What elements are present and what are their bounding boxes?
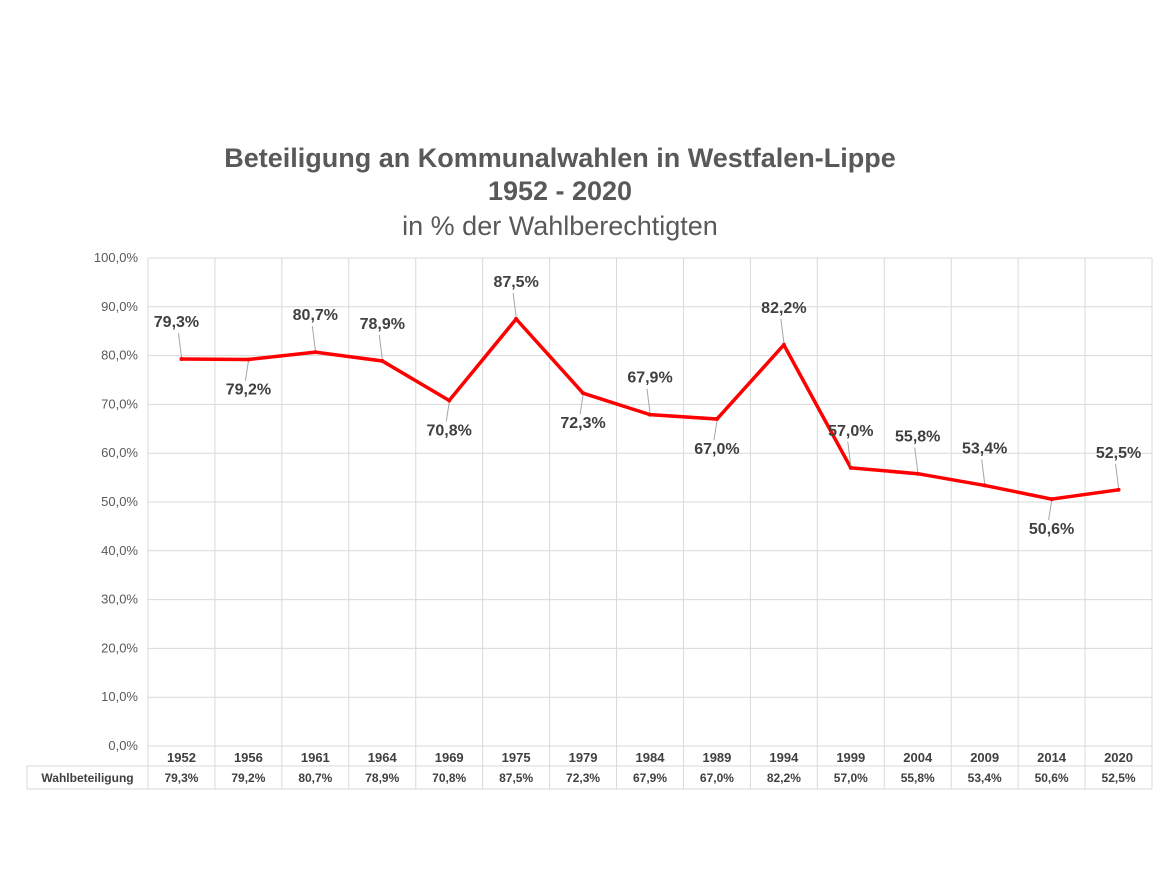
data-label: 67,0%: [694, 441, 739, 458]
x-tick-label: 1952: [167, 750, 196, 765]
data-point: [1049, 497, 1054, 502]
data-point: [714, 417, 719, 422]
data-point: [179, 357, 184, 362]
data-label: 70,8%: [427, 422, 472, 439]
table-cell: 57,0%: [834, 771, 868, 785]
x-tick-label: 1979: [569, 750, 598, 765]
chart-title-years: 1952 - 2020: [487, 176, 633, 206]
x-tick-label: 2009: [970, 750, 999, 765]
table-cell: 79,3%: [164, 771, 198, 785]
table-cell: 55,8%: [901, 771, 935, 785]
y-tick-label: 80,0%: [101, 348, 138, 363]
data-point: [313, 350, 318, 355]
leader-line: [1048, 500, 1053, 521]
table-cell: 82,2%: [767, 771, 801, 785]
data-label: 55,8%: [895, 429, 940, 446]
x-tick-label: 1964: [368, 750, 398, 765]
leader-line: [847, 441, 852, 466]
x-tick-label: 1999: [836, 750, 865, 765]
data-label: 82,2%: [761, 300, 806, 317]
y-tick-label: 10,0%: [101, 689, 138, 704]
x-tick-label: 2014: [1037, 750, 1067, 765]
data-label: 79,2%: [226, 382, 271, 399]
y-tick-label: 20,0%: [101, 640, 138, 655]
data-label: 72,3%: [560, 415, 605, 432]
data-point: [848, 465, 853, 470]
data-label: 57,0%: [828, 423, 873, 440]
leader-line: [780, 318, 785, 343]
leader-line: [579, 395, 584, 415]
data-label: 87,5%: [493, 274, 538, 291]
y-tick-label: 60,0%: [101, 445, 138, 460]
x-tick-label: 1975: [502, 750, 531, 765]
table-cell: 80,7%: [298, 771, 332, 785]
y-tick-label: 90,0%: [101, 299, 138, 314]
leader-line: [713, 420, 718, 441]
table-series-name: Wahlbeteiligung: [41, 771, 133, 785]
chart-title: Beteiligung an Kommunalwahlen in Westfal…: [224, 143, 896, 173]
leader-line: [311, 326, 316, 351]
leader-line: [445, 402, 450, 422]
data-label: 67,9%: [627, 370, 672, 387]
y-tick-label: 40,0%: [101, 543, 138, 558]
y-tick-label: 30,0%: [101, 592, 138, 607]
x-tick-label: 2020: [1104, 750, 1133, 765]
leader-line: [378, 334, 383, 360]
data-point: [514, 317, 519, 321]
table-cell: 52,5%: [1102, 771, 1136, 785]
table-cell: 67,9%: [633, 771, 667, 785]
leader-line: [914, 447, 919, 472]
leader-line: [512, 292, 517, 318]
leader-line: [981, 459, 986, 484]
data-point: [781, 342, 786, 347]
x-tick-label: 1984: [636, 750, 666, 765]
data-point: [1116, 487, 1121, 492]
y-tick-label: 70,0%: [101, 396, 138, 411]
table-cell: 72,3%: [566, 771, 600, 785]
chart-title-block: Beteiligung an Kommunalwahlen in Westfal…: [150, 142, 970, 244]
table-cell: 70,8%: [432, 771, 466, 785]
data-label: 80,7%: [293, 307, 338, 324]
data-point: [915, 471, 920, 476]
x-tick-label: 1994: [769, 750, 799, 765]
x-tick-label: 1961: [301, 750, 330, 765]
y-tick-label: 100,0%: [94, 250, 139, 265]
data-label: 52,5%: [1096, 445, 1141, 462]
table-cell: 79,2%: [231, 771, 265, 785]
data-point: [447, 398, 452, 403]
x-tick-label: 1969: [435, 750, 464, 765]
leader-line: [177, 332, 182, 358]
x-tick-label: 1989: [702, 750, 731, 765]
data-point: [648, 412, 652, 417]
table-cell: 67,0%: [700, 771, 734, 785]
data-point: [982, 483, 987, 488]
leader-line: [646, 388, 651, 413]
leader-line: [244, 361, 249, 381]
leader-line: [1115, 463, 1120, 488]
table-cell: 53,4%: [968, 771, 1002, 785]
data-point: [581, 391, 586, 396]
data-point: [380, 358, 385, 363]
data-label: 79,3%: [154, 314, 199, 331]
data-label: 78,9%: [360, 316, 405, 333]
data-point: [246, 357, 251, 362]
table-cell: 50,6%: [1035, 771, 1069, 785]
table-cell: 87,5%: [499, 771, 533, 785]
chart-subtitle: in % der Wahlberechtigten: [402, 211, 718, 241]
data-label: 50,6%: [1029, 521, 1074, 538]
table-cell: 78,9%: [365, 771, 399, 785]
x-tick-label: 2004: [903, 750, 933, 765]
y-tick-label: 50,0%: [101, 494, 138, 509]
y-tick-label: 0,0%: [108, 738, 138, 753]
x-tick-label: 1956: [234, 750, 263, 765]
data-label: 53,4%: [962, 440, 1007, 457]
